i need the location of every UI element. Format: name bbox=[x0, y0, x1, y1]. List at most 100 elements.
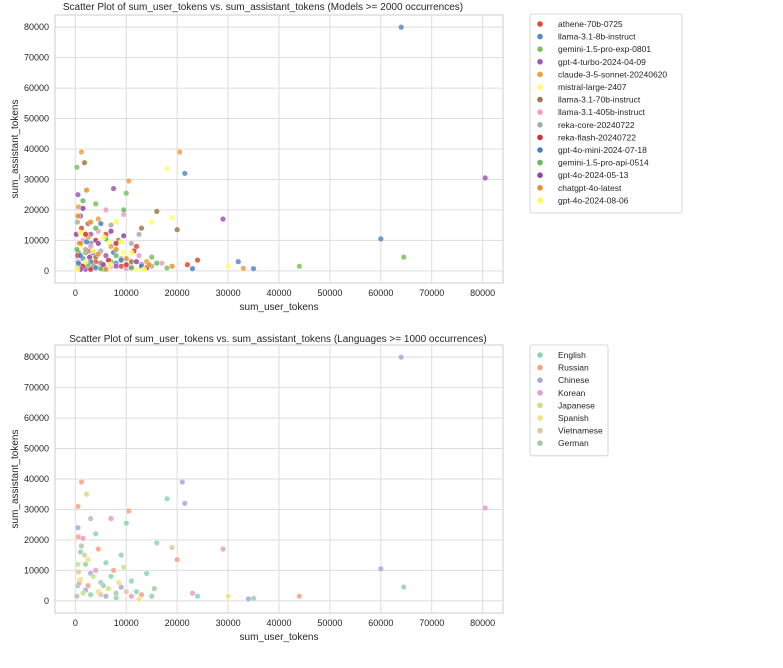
languages-point bbox=[133, 588, 140, 595]
languages-point bbox=[138, 591, 145, 598]
languages-x-tick-label: 10000 bbox=[114, 618, 139, 628]
models-point bbox=[123, 190, 130, 197]
models-point bbox=[120, 206, 127, 213]
models-point bbox=[118, 238, 125, 245]
models-point bbox=[95, 251, 102, 258]
models-legend-marker bbox=[537, 46, 543, 52]
models-y-tick-label: 20000 bbox=[24, 205, 49, 215]
languages-y-tick-label: 10000 bbox=[24, 565, 49, 575]
models-x-axis-label: sum_user_tokens bbox=[240, 302, 319, 313]
models-point bbox=[92, 264, 99, 271]
models-point bbox=[92, 200, 99, 207]
languages-point bbox=[113, 590, 120, 597]
models-point bbox=[163, 265, 170, 272]
models-y-tick-label: 10000 bbox=[24, 235, 49, 245]
languages-y-tick-label: 20000 bbox=[24, 535, 49, 545]
models-x-tick-label: 40000 bbox=[266, 288, 291, 298]
models-point bbox=[95, 240, 102, 247]
models-point bbox=[120, 232, 127, 239]
languages-point bbox=[107, 573, 114, 580]
languages-point bbox=[77, 576, 84, 583]
languages-point bbox=[118, 552, 125, 559]
languages-point bbox=[179, 479, 186, 486]
models-point bbox=[148, 254, 155, 261]
models-point bbox=[100, 261, 107, 268]
models-legend: athene-70b-0725 llama-3.1-8b-instruct gemi… bbox=[529, 13, 683, 214]
models-point bbox=[133, 258, 140, 265]
models-x-tick-label: 60000 bbox=[368, 288, 393, 298]
languages-point bbox=[377, 565, 384, 572]
languages-point bbox=[82, 561, 89, 568]
languages-point bbox=[85, 582, 92, 589]
models-point bbox=[113, 252, 120, 259]
models-legend-marker bbox=[537, 71, 543, 78]
models-legend-marker bbox=[537, 33, 543, 40]
models-point bbox=[225, 263, 232, 270]
languages-point bbox=[79, 590, 86, 597]
models-title: Scatter Plot of sum_user_tokens vs. sum_… bbox=[63, 2, 463, 13]
languages-point bbox=[74, 503, 81, 510]
languages-point bbox=[73, 593, 80, 600]
models-point bbox=[169, 263, 176, 270]
models-point bbox=[73, 246, 80, 253]
models-x-tick-label: 10000 bbox=[114, 288, 139, 298]
models-point bbox=[113, 263, 120, 270]
models-point bbox=[113, 240, 120, 247]
models-point bbox=[377, 235, 384, 242]
models-x-tick-label: 70000 bbox=[419, 288, 444, 298]
models-y-tick-label: 30000 bbox=[24, 174, 49, 184]
models-legend-box bbox=[529, 13, 683, 214]
models-point bbox=[176, 149, 183, 156]
models-legend-label: reka-flash-20240722 bbox=[558, 132, 636, 142]
languages-legend-box bbox=[529, 344, 609, 457]
languages-point bbox=[153, 539, 160, 546]
languages-point bbox=[79, 535, 86, 542]
models-point bbox=[400, 254, 407, 261]
models-y-tick-label: 60000 bbox=[24, 83, 49, 93]
models-point bbox=[102, 266, 109, 273]
languages-point bbox=[97, 591, 104, 598]
models-legend-marker bbox=[537, 147, 543, 153]
languages-legend-label: Spanish bbox=[558, 413, 589, 423]
models-point bbox=[128, 258, 135, 265]
languages-point bbox=[92, 530, 99, 537]
languages-point bbox=[74, 561, 81, 568]
models-y-tick-label: 40000 bbox=[24, 144, 49, 154]
models-point bbox=[181, 170, 188, 177]
languages-point bbox=[123, 520, 130, 527]
models-point bbox=[79, 197, 86, 204]
languages-title: Scatter Plot of sum_user_tokens vs. sum_… bbox=[69, 334, 486, 345]
models-point bbox=[125, 177, 132, 184]
models-legend-marker bbox=[537, 84, 543, 90]
models-point bbox=[78, 149, 85, 156]
models-legend-marker bbox=[537, 96, 543, 103]
models-point bbox=[83, 187, 90, 194]
models-points bbox=[73, 24, 489, 273]
models-point bbox=[194, 257, 201, 264]
models-point bbox=[106, 261, 113, 268]
languages-point bbox=[102, 559, 109, 566]
models-point bbox=[219, 216, 226, 223]
models-point bbox=[86, 254, 93, 261]
languages-point bbox=[90, 573, 97, 580]
models-point bbox=[77, 229, 84, 236]
languages-legend-label: Japanese bbox=[558, 400, 595, 410]
languages-point bbox=[83, 491, 90, 498]
languages-legend-marker bbox=[537, 377, 543, 384]
models-legend-marker bbox=[537, 122, 543, 128]
languages-point bbox=[181, 500, 188, 507]
models-point bbox=[75, 260, 82, 267]
languages-point bbox=[102, 593, 109, 600]
languages-point bbox=[75, 568, 82, 575]
models-legend-label: gpt-4o-mini-2024-07-18 bbox=[558, 145, 647, 155]
models-point bbox=[113, 246, 120, 253]
models-legend-marker bbox=[537, 59, 543, 65]
languages-point bbox=[169, 544, 176, 551]
models-point bbox=[97, 220, 104, 227]
languages-legend-label: English bbox=[558, 350, 586, 360]
models-point bbox=[123, 255, 130, 262]
models-point bbox=[148, 219, 155, 226]
models-point bbox=[74, 266, 81, 273]
models-point bbox=[107, 222, 114, 229]
